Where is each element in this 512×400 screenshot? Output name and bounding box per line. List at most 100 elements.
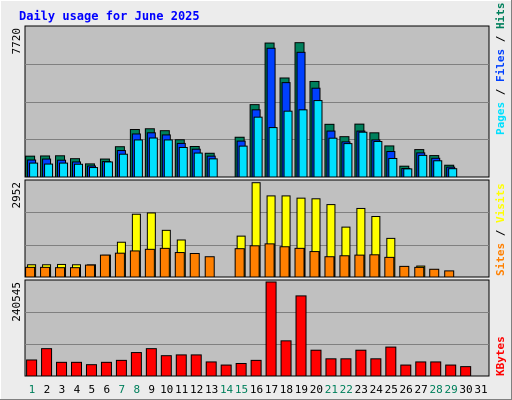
bar-kbytes-day-30 (460, 366, 472, 377)
legend-kbytes: KBytes (494, 336, 507, 376)
bar-pages-day-6 (103, 161, 113, 178)
bar-kbytes-day-21 (325, 358, 337, 377)
bar-pages-day-21 (328, 137, 338, 178)
legend-hits: Hits (494, 3, 507, 30)
x-tick-label-day-23: 23 (355, 383, 368, 396)
bar-sites-day-9 (144, 248, 155, 278)
legend-kbytes: KBytes (494, 336, 507, 376)
bar-kbytes-day-4 (71, 361, 83, 377)
bar-sites-day-18 (279, 246, 290, 278)
x-tick-label-day-15: 15 (235, 383, 248, 396)
legend-separator: / (494, 82, 507, 102)
x-tick-label-day-19: 19 (295, 383, 308, 396)
bar-sites-day-11 (174, 252, 185, 278)
bars (25, 42, 472, 377)
bar-pages-day-28 (433, 160, 443, 178)
bar-sites-day-15 (234, 248, 245, 278)
bar-kbytes-day-2 (41, 348, 53, 377)
bar-kbytes-day-15 (235, 362, 247, 377)
y-max-label-kbytes: 240545 (10, 282, 23, 322)
x-axis-labels: 1 2 3 4 5 6 7 8 9 10 11 12 13 14 15 16 17 18 19 20 21 22 23 24 2… (29, 383, 488, 396)
bar-sites-day-26 (399, 265, 410, 278)
bar-sites-day-2 (40, 266, 51, 278)
y-max-label-visitors: 2952 (10, 182, 23, 209)
bar-kbytes-day-12 (190, 354, 202, 377)
bar-kbytes-day-13 (205, 361, 217, 377)
bar-kbytes-day-10 (160, 355, 172, 377)
x-tick-label-day-22: 22 (340, 383, 353, 396)
bar-sites-day-3 (55, 267, 66, 278)
x-tick-label-day-16: 16 (250, 383, 263, 396)
bar-pages-day-5 (88, 167, 98, 178)
bar-pages-day-22 (343, 143, 353, 178)
bar-kbytes-day-27 (415, 361, 427, 377)
bar-kbytes-day-22 (340, 358, 352, 377)
chart-title: Daily usage for June 2025 (19, 9, 200, 23)
x-tick-label-day-4: 4 (74, 383, 81, 396)
bar-sites-day-4 (70, 267, 81, 278)
x-tick-label-day-14: 14 (220, 383, 234, 396)
bar-sites-day-25 (384, 256, 395, 278)
legends: Pages / Files / Hits Sites / Visits KBytes (494, 3, 507, 377)
bar-sites-day-20 (309, 251, 320, 278)
bar-kbytes-day-17 (265, 281, 277, 377)
bar-pages-day-27 (418, 154, 428, 178)
bar-kbytes-day-16 (250, 359, 262, 377)
bar-pages-day-15 (238, 145, 248, 178)
bar-pages-day-3 (59, 162, 69, 178)
x-tick-label-day-18: 18 (280, 383, 293, 396)
x-tick-label-day-28: 28 (429, 383, 442, 396)
bar-pages-day-10 (163, 139, 173, 178)
x-tick-label-day-24: 24 (370, 383, 384, 396)
x-tick-label-day-3: 3 (59, 383, 66, 396)
y-axis-labels: 7720 2952 240545 (10, 28, 23, 322)
bar-pages-day-8 (133, 139, 143, 178)
x-tick-label-day-8: 8 (133, 383, 140, 396)
bar-pages-day-11 (178, 146, 188, 178)
bar-sites-day-24 (369, 254, 380, 278)
bar-sites-day-21 (324, 256, 335, 278)
x-tick-label-day-13: 13 (205, 383, 218, 396)
legend-visitors: Sites / Visits (494, 183, 507, 276)
bar-pages-day-29 (448, 168, 458, 178)
bar-pages-day-19 (298, 109, 308, 178)
x-tick-label-day-26: 26 (400, 383, 413, 396)
x-tick-label-day-7: 7 (118, 383, 125, 396)
bar-kbytes-day-5 (85, 364, 97, 377)
bar-pages-day-12 (193, 152, 203, 178)
bar-sites-day-12 (189, 253, 200, 278)
x-tick-label-day-20: 20 (310, 383, 323, 396)
bar-kbytes-day-8 (130, 352, 142, 377)
bar-pages-day-16 (253, 116, 263, 178)
legend-separator: / (494, 223, 507, 243)
bar-kbytes-day-11 (175, 354, 187, 377)
y-max-label-traffic: 7720 (10, 28, 23, 55)
bar-kbytes-day-6 (100, 361, 112, 377)
bar-sites-day-17 (264, 243, 275, 278)
bar-sites-day-1 (25, 266, 36, 278)
bar-sites-day-5 (84, 264, 95, 278)
x-tick-label-day-25: 25 (385, 383, 398, 396)
legend-separator: / (494, 29, 507, 49)
bar-sites-day-29 (444, 270, 455, 278)
bar-sites-day-16 (249, 245, 260, 278)
bar-sites-day-22 (339, 255, 350, 278)
x-tick-label-day-10: 10 (160, 383, 173, 396)
bar-pages-day-23 (358, 131, 368, 178)
bar-pages-day-24 (373, 140, 383, 178)
bar-pages-day-20 (313, 100, 323, 178)
legend-visits: Visits (494, 183, 507, 223)
x-tick-label-day-17: 17 (265, 383, 278, 396)
x-tick-label-day-9: 9 (148, 383, 155, 396)
x-tick-label-day-5: 5 (89, 383, 96, 396)
bar-pages-day-9 (148, 137, 158, 178)
bar-sites-day-13 (204, 256, 215, 278)
bar-pages-day-18 (283, 110, 293, 178)
x-tick-label-day-30: 30 (459, 383, 472, 396)
legend-files: Files (494, 49, 507, 82)
bar-pages-day-1 (29, 162, 39, 178)
bar-pages-day-13 (208, 158, 218, 178)
x-tick-label-day-27: 27 (415, 383, 428, 396)
bar-kbytes-day-29 (445, 364, 457, 377)
